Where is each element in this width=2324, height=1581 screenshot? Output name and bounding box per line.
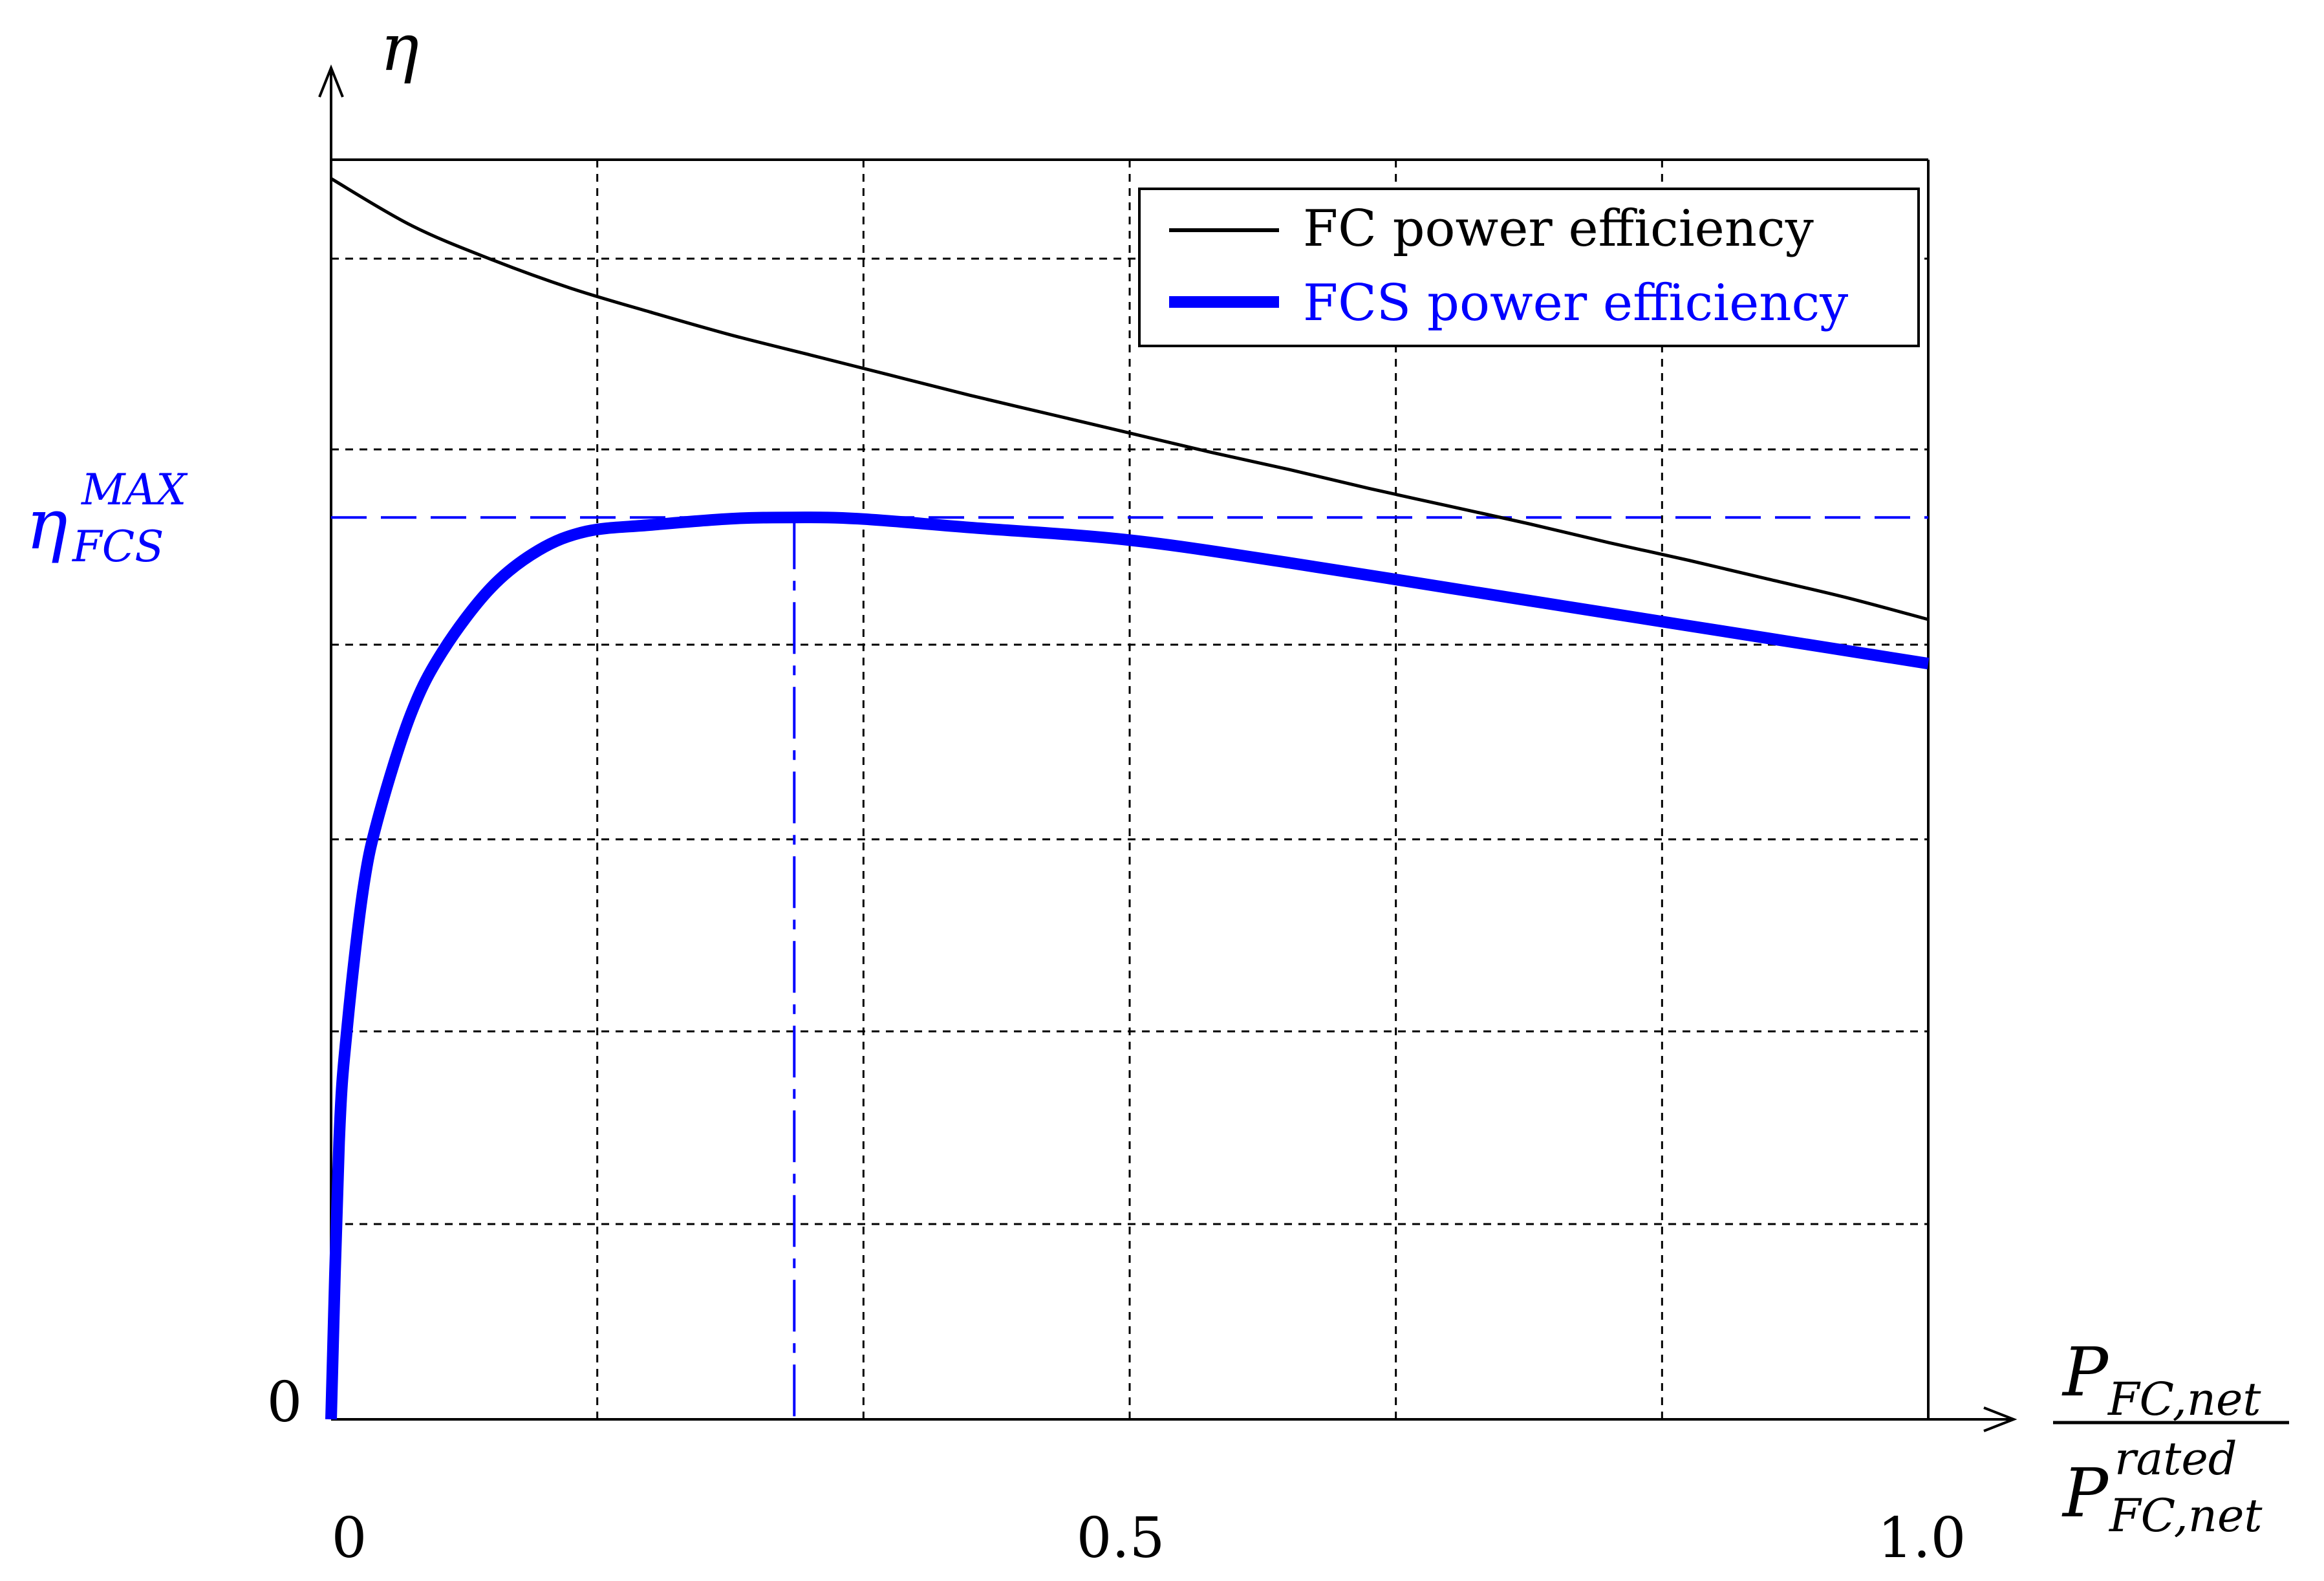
series-fcs-power-efficiency — [325, 511, 1930, 1420]
svg-text:FC,net: FC,net — [2108, 1489, 2263, 1542]
x-tick-label: 0 — [332, 1506, 367, 1571]
legend-label-fc: FC power efficiency — [1303, 200, 1814, 258]
x-tick-label: 0.5 — [1077, 1506, 1165, 1571]
y-tick-label: 0 — [267, 1370, 303, 1435]
x-axis-arrow — [1983, 1406, 2017, 1432]
svg-text:rated: rated — [2114, 1432, 2237, 1485]
grid-lines — [331, 160, 1930, 1419]
legend-label-fcs: FCS power efficiency — [1303, 274, 1848, 332]
x-axis-label: PFC,net P rated FC,net — [2053, 1333, 2289, 1542]
svg-text:PFC,net: PFC,net — [2061, 1333, 2261, 1426]
legend: FC power efficiency FCS power efficiency — [1138, 188, 1920, 347]
y-axis-arrow — [318, 64, 344, 98]
max-efficiency-label: η MAX FCS — [26, 465, 189, 572]
legend-box — [1138, 188, 1920, 347]
series-fc-power-efficiency — [330, 177, 1929, 621]
y-axis-label: η — [380, 10, 419, 85]
x-tick-label: 1.0 — [1878, 1506, 1966, 1571]
svg-text:P: P — [2061, 1454, 2109, 1533]
